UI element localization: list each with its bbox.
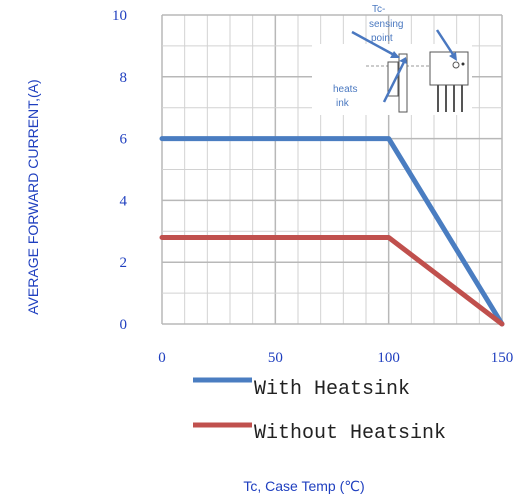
- annotation-tc-line-2: sensing: [369, 19, 403, 30]
- sensing-point-dot-icon: [461, 62, 465, 66]
- y-tick-label: 10: [112, 8, 127, 24]
- arrowhead-plate-icon: [390, 51, 400, 58]
- series-lines: [159, 136, 505, 327]
- legend-label-with-heatsink: With Heatsink: [254, 378, 410, 401]
- package-inset: Tc- sensing point heats ink: [312, 4, 472, 115]
- annotation-tc-line-1: Tc-: [372, 4, 385, 15]
- arrowhead-heatsink-icon: [399, 57, 407, 64]
- legend-label-without-heatsink: Without Heatsink: [254, 422, 446, 445]
- legend: With Heatsink Without Heatsink: [193, 377, 446, 445]
- arrow-to-plate-icon: [351, 30, 397, 58]
- y-tick-label: 2: [120, 255, 128, 271]
- x-axis-label: Tc, Case Temp (℃): [243, 478, 364, 494]
- y-tick-label: 0: [120, 317, 128, 333]
- arrow-to-sensing-point-icon: [435, 29, 456, 57]
- heatsink-plate-icon: [398, 53, 408, 113]
- x-tick-label: 0: [158, 350, 166, 366]
- annotation-heatsink-line-1: heats: [333, 84, 357, 95]
- series-line-without-heatsink: [159, 235, 505, 327]
- y-axis-label: AVERAGE FORWARD CURRENT,(A): [25, 79, 41, 314]
- x-tick-label: 100: [377, 350, 400, 366]
- x-tick-label: 50: [268, 350, 283, 366]
- y-tick-label: 6: [120, 132, 128, 148]
- y-tick-label: 4: [120, 193, 128, 209]
- y-tick-label: 8: [120, 70, 128, 86]
- sensing-point-icon: [452, 61, 460, 69]
- series-line-with-heatsink: [159, 136, 505, 327]
- annotation-heatsink-line-2: ink: [336, 98, 350, 109]
- x-tick-label: 150: [491, 350, 514, 366]
- package-body-icon: [429, 51, 469, 86]
- package-side-icon: [387, 61, 399, 97]
- arrowhead-sensing-icon: [449, 52, 457, 61]
- tick-labels: 0 50 100 150 0 2 4 6 8 10: [112, 8, 513, 366]
- arrow-heatsink-icon: [382, 61, 406, 103]
- annotation-tc-line-3: point: [371, 33, 393, 44]
